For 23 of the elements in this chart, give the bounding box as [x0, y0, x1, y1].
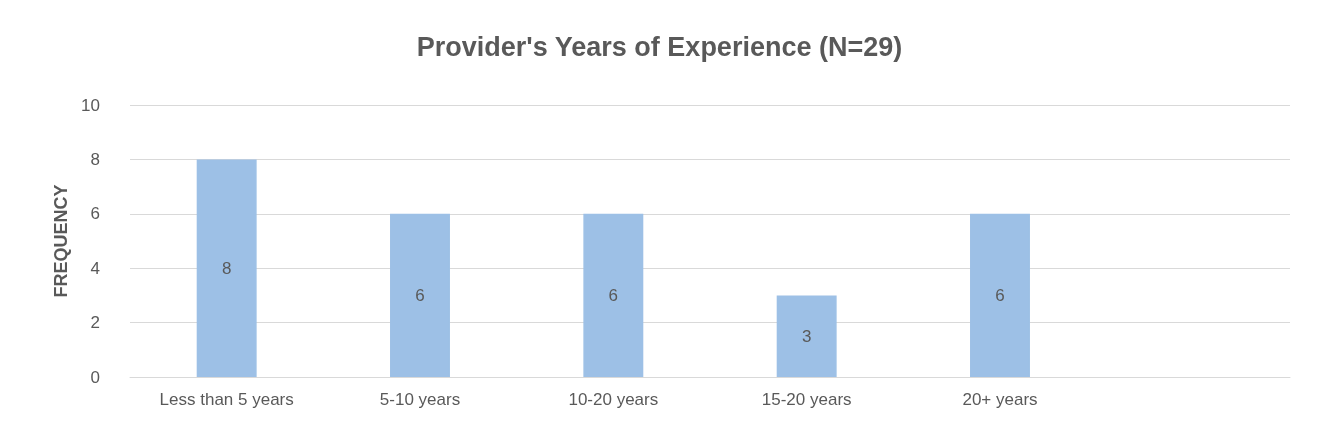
x-tick-label: 15-20 years: [761, 390, 852, 409]
x-tick-label: 10-20 years: [568, 390, 659, 409]
data-label: 6: [995, 285, 1005, 305]
y-axis-title: FREQUENCY: [51, 184, 72, 298]
bar: [196, 159, 257, 377]
bar: [776, 295, 837, 377]
data-label: 3: [801, 326, 812, 346]
x-tick-label: 20+ years: [962, 390, 1038, 409]
x-tick-label: 5-10 years: [379, 390, 461, 409]
y-tick-label: 0: [90, 367, 100, 387]
data-label: 6: [608, 285, 619, 305]
y-tick-label: 10: [81, 95, 100, 115]
y-tick-label: 8: [90, 149, 100, 169]
y-tick-label: 4: [90, 258, 100, 278]
data-label: 8: [221, 258, 232, 278]
x-tick-label: Less than 5 years: [159, 390, 294, 409]
bar: [583, 213, 644, 377]
y-tick-label: 6: [90, 204, 100, 224]
y-tick-label: 2: [90, 313, 100, 333]
bar: [970, 213, 1030, 377]
data-label: 6: [415, 285, 425, 305]
bar: [390, 213, 450, 377]
chart-title: Provider's Years of Experience (N=29): [416, 31, 903, 62]
